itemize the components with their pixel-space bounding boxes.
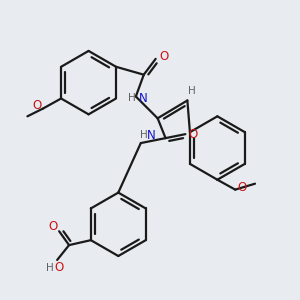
Text: O: O [159,50,168,63]
Text: N: N [138,92,147,105]
Text: O: O [33,99,42,112]
Text: H: H [140,130,148,140]
Text: H: H [46,263,54,273]
Text: O: O [189,128,198,141]
Text: H: H [128,94,136,103]
Text: N: N [147,129,156,142]
Text: O: O [55,261,64,274]
Text: O: O [238,181,247,194]
Text: O: O [49,220,58,233]
Text: H: H [188,85,196,96]
